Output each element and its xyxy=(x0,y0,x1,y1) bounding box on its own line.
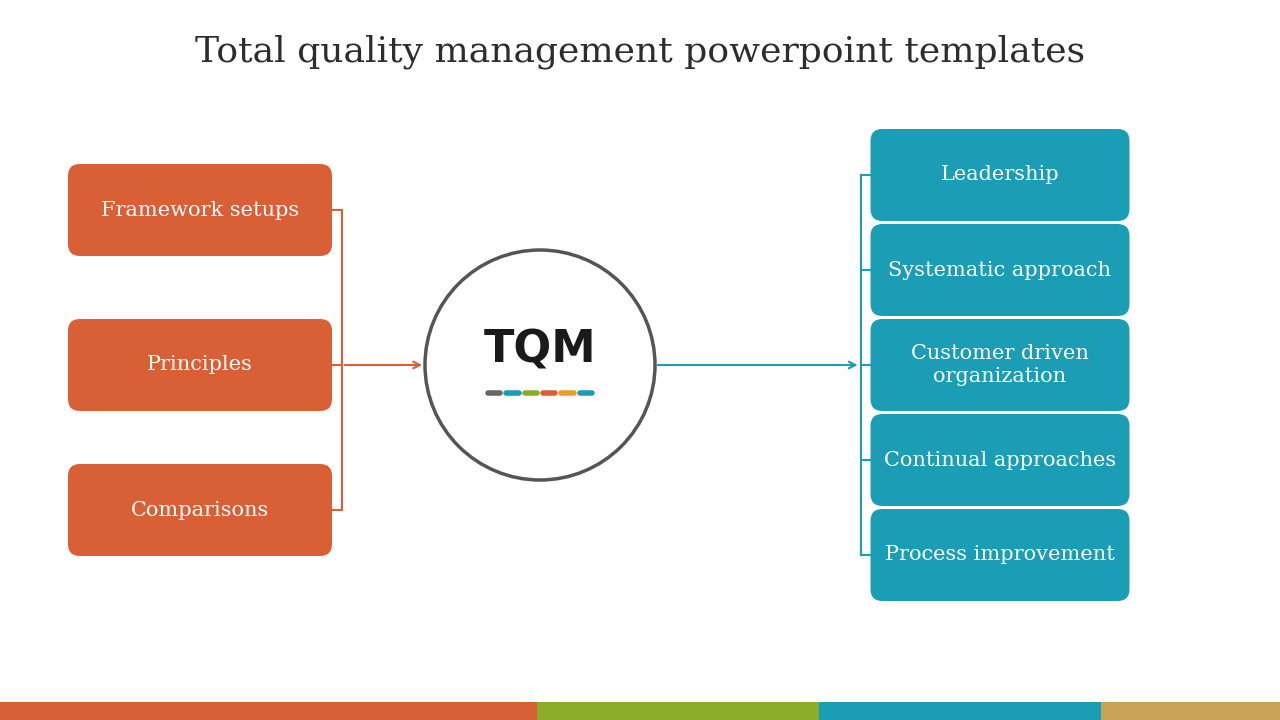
FancyBboxPatch shape xyxy=(870,509,1129,601)
Bar xyxy=(538,702,819,720)
FancyBboxPatch shape xyxy=(870,129,1129,221)
FancyBboxPatch shape xyxy=(870,319,1129,411)
Circle shape xyxy=(425,250,655,480)
Text: Process improvement: Process improvement xyxy=(884,546,1115,564)
FancyBboxPatch shape xyxy=(870,224,1129,316)
Text: Framework setups: Framework setups xyxy=(101,200,300,220)
FancyBboxPatch shape xyxy=(68,164,332,256)
Text: TQM: TQM xyxy=(484,328,596,372)
Text: Systematic approach: Systematic approach xyxy=(888,261,1111,279)
Bar xyxy=(1101,702,1280,720)
Bar xyxy=(0,702,538,720)
FancyBboxPatch shape xyxy=(68,464,332,556)
FancyBboxPatch shape xyxy=(68,319,332,411)
Text: Customer driven
organization: Customer driven organization xyxy=(911,343,1089,386)
Text: Continual approaches: Continual approaches xyxy=(884,451,1116,469)
Bar xyxy=(819,702,1101,720)
Text: Total quality management powerpoint templates: Total quality management powerpoint temp… xyxy=(195,35,1085,69)
FancyBboxPatch shape xyxy=(870,414,1129,506)
Text: Comparisons: Comparisons xyxy=(131,500,269,520)
Text: Leadership: Leadership xyxy=(941,166,1060,184)
Text: Principles: Principles xyxy=(147,356,253,374)
